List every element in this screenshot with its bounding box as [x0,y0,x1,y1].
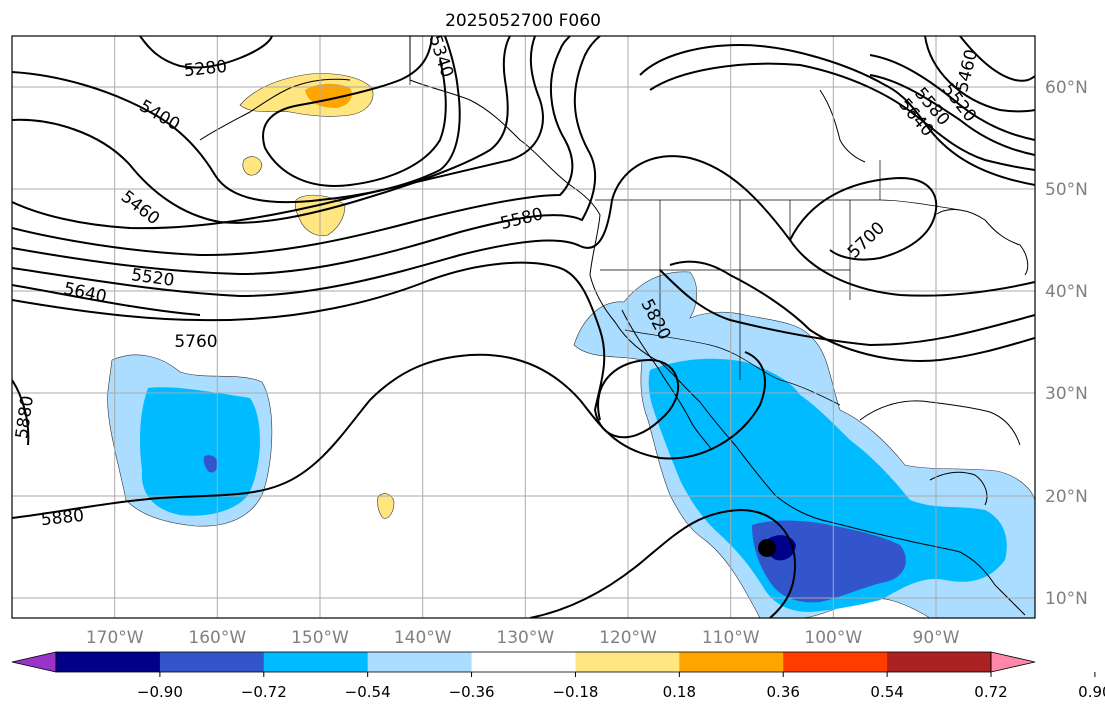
coastline-gulf [859,400,1021,446]
contour-ne-5580 [869,74,1035,156]
contour-5460-west [12,36,511,224]
political-borders [409,36,961,406]
negative-region-hawaii-blue [203,455,218,473]
lon-label-130w: 130°W [496,628,554,648]
colorbar-swatch [367,652,473,672]
coastline-hudson [819,89,866,163]
colorbar-tick-label: −0.54 [345,683,391,701]
lat-label-30n: 30°N [1045,384,1088,404]
contour-east-high-2 [649,62,1035,171]
contour-5580-west [12,36,574,257]
colorbar-swatch [263,652,369,672]
colorbar-swatch [471,652,576,672]
storm-center-marker [758,539,776,557]
contour-ne-5460 [924,36,1035,113]
lat-label-40n: 40°N [1045,282,1088,302]
colorbar-tick-label: −0.72 [241,683,287,701]
colorbar-tick-label: 0.36 [767,683,800,701]
contour-5820 [12,260,1035,439]
contour-label-5280: 5280 [183,57,228,81]
contour-labels: 5280 5400 5460 5520 5640 5760 5880 5880 … [12,36,982,530]
contour-5700 [12,155,1035,298]
map-title: 2025052700 F060 [445,11,601,31]
contour-label-5760: 5760 [174,332,217,352]
negative-region-mexico-cyan [648,358,1007,612]
graticule [12,36,1035,618]
colorbar-swatch [575,652,680,672]
colorbar-swatch [679,652,784,672]
positive-region-small1 [242,156,263,176]
lat-label-50n: 50°N [1045,180,1088,200]
lat-label-20n: 20°N [1045,487,1088,507]
negative-region-hawaii-cyan [140,387,260,516]
shaded-field [107,73,1035,618]
colorbar-frame [55,651,992,673]
contour-label-5880-bottom: 5880 [40,506,85,530]
state-lines [600,160,881,380]
contour-5880-west [12,351,766,519]
lon-label-170w: 170°W [86,628,144,648]
map-border [11,35,1036,619]
lat-label-60n: 60°N [1045,78,1088,98]
colorbar-extend-high [990,651,1036,673]
contour-east-high-1 [639,43,1035,186]
positive-region-small2 [377,493,395,519]
contour-5280 [139,36,273,69]
contour-5400 [12,36,461,204]
lon-label-150w: 150°W [291,628,349,648]
contour-ne-5460-high [959,36,1035,82]
lon-label-120w: 120°W [599,628,657,648]
border-us-canada [595,199,961,211]
contour-5760 [12,269,1035,347]
colorbar-swatches [11,651,1036,673]
colorbar-swatch [56,652,161,672]
lon-label-100w: 100°W [804,628,862,648]
lon-label-90w: 90°W [913,628,960,648]
latitude-labels: 60°N 50°N 40°N 30°N 20°N 10°N [1045,78,1088,609]
colorbar-tick-label: 0.72 [974,683,1007,701]
height-contours [12,36,1035,618]
contour-east-5700 [789,176,938,261]
map-content: 5280 5400 5460 5520 5640 5760 5880 5880 … [12,36,1035,618]
border-us-mexico [624,329,841,406]
colorbar-swatch [887,652,992,672]
lon-label-140w: 140°W [394,628,452,648]
colorbar-extend-low [11,651,57,673]
colorbar-tick-label: −0.36 [449,683,495,701]
coastline-baja [621,309,713,451]
lon-label-160w: 160°W [188,628,246,648]
contour-5880-east [529,508,797,618]
contour-5880-left-edge [12,379,30,446]
longitude-labels: 170°W 160°W 150°W 140°W 130°W 120°W 110°… [86,628,960,648]
lat-label-10n: 10°N [1045,589,1088,609]
colorbar-tick-label: 0.18 [663,683,696,701]
colorbar-tick-label: −0.90 [137,683,183,701]
colorbar-ticks: −0.90 −0.72 −0.54 −0.36 −0.18 0.18 0.36 0.54 0.7… [137,672,1105,701]
colorbar-tick-label: 0.54 [870,683,903,701]
colorbar: −0.90 −0.72 −0.54 −0.36 −0.18 0.18 0.36 0.54 0.7… [11,651,1105,701]
contour-5340 [262,36,447,187]
colorbar-tick-label: −0.18 [552,683,598,701]
lon-label-110w: 110°W [702,628,760,648]
contour-5640-west [12,36,601,276]
colorbar-swatch [783,652,888,672]
colorbar-swatch [159,652,265,672]
colorbar-tick-label: 0.90 [1078,683,1105,701]
contour-ne-5520 [869,54,1035,141]
